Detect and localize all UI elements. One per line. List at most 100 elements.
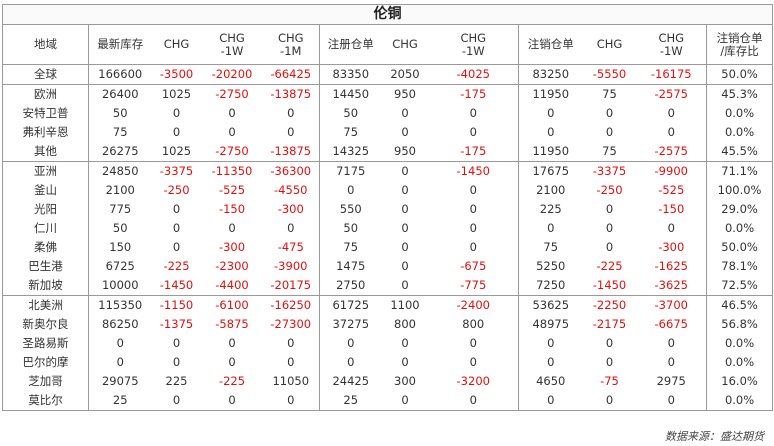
table-cell: -4550 — [274, 183, 308, 198]
table-cell: 0 — [469, 183, 477, 198]
table-cell: 50.0% — [705, 238, 774, 257]
table-cell: -6100 — [201, 295, 263, 315]
table-cell: -13875 — [262, 84, 320, 104]
table-cell: 78.1% — [705, 257, 774, 276]
table-cell: -3900 — [274, 259, 308, 274]
header-chg-1w: CHG -1W — [201, 24, 263, 65]
location-name: 新加坡 — [2, 276, 89, 296]
table-cell: -36300 — [262, 161, 320, 181]
location-row: 安特卫普 50 0 0 0 50 0 0 0 0 0 0.0% — [2, 104, 774, 123]
table-cell: 2100 — [518, 181, 583, 200]
table-cell: -525 — [218, 183, 246, 198]
table-cell: 0 — [401, 183, 409, 198]
header-region: 地域 — [2, 24, 89, 65]
table-cell: 75 — [319, 123, 382, 142]
table-cell: -3375 — [151, 161, 202, 181]
table-cell: -1625 — [654, 259, 688, 274]
table-cell: 16.0% — [705, 372, 774, 391]
table-cell: 0 — [469, 202, 477, 217]
table-cell: 0 — [228, 221, 236, 236]
table-cell: 0 — [172, 240, 181, 255]
table-cell: -5875 — [215, 317, 249, 332]
table-cell: -775 — [460, 278, 487, 293]
table-cell: 0 — [172, 125, 181, 140]
table-cell: 0.0% — [705, 123, 774, 142]
header-cancelled-chg: CHG — [582, 24, 637, 65]
table-cell: 0 — [319, 353, 382, 372]
table-cell: 775 — [109, 202, 132, 217]
table-cell: 86250 — [101, 317, 139, 332]
table-cell: 48975 — [518, 315, 583, 334]
table-cell: 0 — [401, 106, 409, 121]
table-cell: 0 — [518, 219, 583, 238]
table-cell: -4400 — [215, 278, 249, 293]
table-cell: 37275 — [319, 315, 382, 334]
table-cell: 45.5% — [705, 142, 774, 162]
location-name: 芝加哥 — [2, 372, 89, 391]
header-registered-warrants: 注册仓单 — [319, 24, 382, 65]
table-cell: 50 — [319, 104, 382, 123]
table-cell: 225 — [165, 374, 188, 389]
table-cell: -3625 — [654, 278, 688, 293]
table-cell: 45.3% — [705, 84, 774, 104]
region-name: 全球 — [2, 64, 89, 85]
table-cell: 75 — [518, 238, 583, 257]
header-chg-1m: CHG -1M — [262, 24, 320, 65]
table-cell: -20200 — [211, 67, 253, 82]
table-cell: -66425 — [270, 67, 312, 82]
table-cell: 0 — [605, 106, 614, 121]
table-cell: 800 — [394, 317, 416, 332]
header-row: 地域 最新库存 CHG CHG -1W CHG -1M 注册仓单 CHG CHG… — [2, 24, 774, 65]
table-cell: -675 — [460, 259, 487, 274]
table-cell: -150 — [218, 202, 246, 217]
table-cell: 150 — [109, 240, 132, 255]
table-cell: 0 — [228, 106, 236, 121]
table-cell: 5250 — [518, 257, 583, 276]
table-cell: 0.0% — [705, 219, 774, 238]
region-name: 亚洲 — [2, 161, 89, 181]
region-row: 全球 166600 -3500 -20200 -66425 83350 2050 -4025 8… — [2, 64, 774, 85]
header-latest-stock: 最新库存 — [88, 24, 152, 65]
region-name: 欧洲 — [2, 84, 89, 104]
table-cell: 0 — [667, 125, 675, 140]
table-cell: 75 — [582, 84, 637, 104]
title-row: 伦铜 — [1, 4, 774, 25]
table-cell: -13875 — [270, 144, 312, 159]
table-cell: -2250 — [582, 295, 637, 315]
location-row: 新奥尔良 86250 -1375 -5875 -27300 37275 800 800 4897… — [2, 315, 774, 334]
table-cell: 25 — [319, 391, 382, 411]
table-cell: 0 — [287, 106, 295, 121]
location-row: 芝加哥 29075 225 -225 11050 24425 300 -3200 4650 -75… — [2, 372, 774, 391]
location-name: 圣路易斯 — [2, 334, 89, 353]
table-cell: 0 — [401, 336, 409, 351]
table-cell: 0 — [667, 221, 675, 236]
table-cell: 50 — [112, 106, 128, 121]
table-cell: 0 — [401, 221, 409, 236]
location-row: 光阳 775 0 -150 -300 550 0 0 225 0 -150 29.0% — [2, 200, 774, 219]
table-cell: 50.0% — [705, 64, 774, 85]
table-cell: 46.5% — [705, 295, 774, 315]
table-cell: -300 — [658, 240, 685, 255]
table-cell: 0 — [172, 106, 181, 121]
table-cell: 0 — [319, 181, 382, 200]
table-cell: 0 — [469, 106, 477, 121]
table-cell: 0 — [401, 202, 409, 217]
table-cell: 17675 — [518, 161, 583, 181]
table-cell: 83350 — [319, 64, 382, 85]
table-cell: -27300 — [270, 317, 312, 332]
table-cell: -3500 — [159, 67, 194, 82]
table-cell: -20175 — [270, 278, 312, 293]
table-cell: 300 — [394, 374, 416, 389]
table-cell: 29075 — [101, 374, 139, 389]
table-cell: 2975 — [656, 374, 686, 389]
table-cell: 56.8% — [705, 315, 774, 334]
table-cell: 24425 — [319, 372, 382, 391]
table-cell: 0 — [401, 125, 409, 140]
location-name: 新奥尔良 — [2, 315, 89, 334]
table-cell: -9900 — [636, 161, 707, 181]
table-cell: -3375 — [582, 161, 637, 181]
table-cell: 53625 — [518, 295, 583, 315]
table-cell: 11050 — [272, 374, 310, 389]
table-cell: 0 — [287, 355, 295, 370]
table-cell: 0.0% — [705, 391, 774, 411]
